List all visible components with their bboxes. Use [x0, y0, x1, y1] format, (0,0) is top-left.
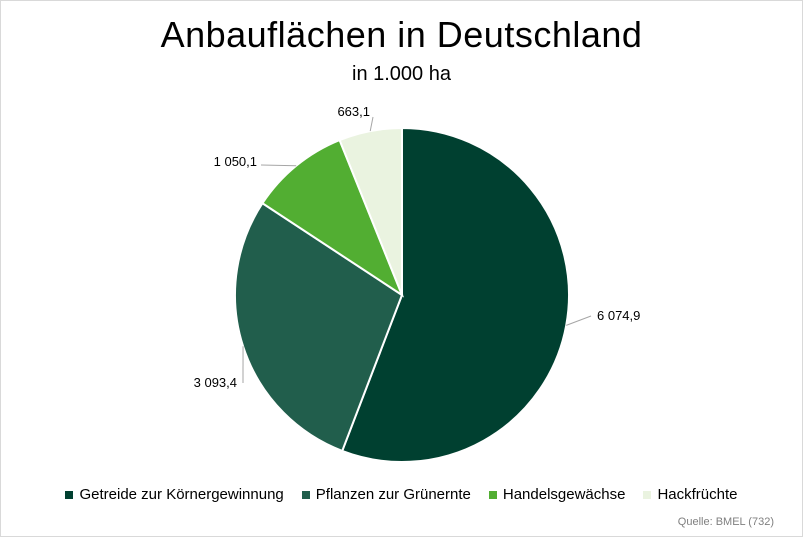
legend-swatch: [488, 490, 497, 499]
data-label: 663,1: [337, 104, 370, 119]
data-label: 6 074,9: [597, 308, 640, 323]
slice-getreide: [340, 126, 570, 463]
legend-item-gruenernte: Pflanzen zur Grünernte: [301, 486, 471, 503]
legend-item-hackfruechte: Hackfrüchte: [643, 486, 738, 503]
legend-swatch: [65, 490, 74, 499]
legend-item-getreide: Getreide zur Körnergewinnung: [65, 486, 284, 503]
legend-swatch: [301, 490, 310, 499]
legend-item-handelsgewaechse: Handelsgewächse: [488, 486, 626, 503]
leader-line: [566, 315, 592, 326]
data-label: 1 050,1: [214, 154, 257, 169]
legend-label: Hackfrüchte: [657, 486, 738, 503]
leader-line: [369, 116, 374, 132]
data-label: 3 093,4: [194, 375, 237, 390]
legend-label: Pflanzen zur Grünernte: [315, 486, 471, 503]
legend-swatch: [643, 490, 652, 499]
source-note: Quelle: BMEL (732): [677, 516, 774, 528]
legend-label: Getreide zur Körnergewinnung: [79, 486, 284, 503]
legend: Getreide zur Körnergewinnung Pflanzen zu…: [1, 486, 802, 503]
legend-label: Handelsgewächse: [502, 486, 626, 503]
slice-handelsgewaechse: [261, 138, 405, 298]
leader-line: [260, 164, 297, 167]
chart-subtitle: in 1.000 ha: [352, 63, 451, 85]
chart-title: Anbauflächen in Deutschland: [160, 14, 643, 55]
